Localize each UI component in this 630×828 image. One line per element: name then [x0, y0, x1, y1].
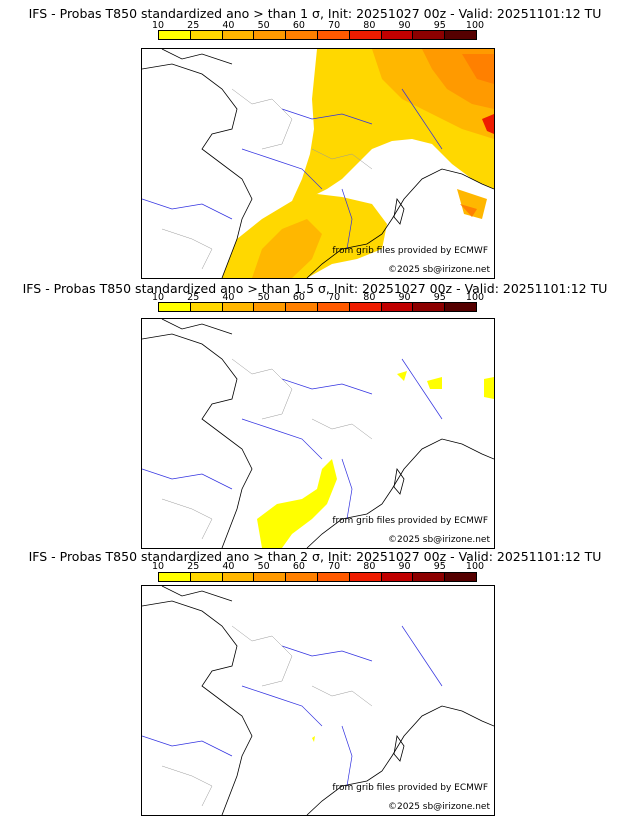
colorbar-segment: [413, 303, 446, 311]
colorbar-tick-label: 10: [151, 561, 165, 572]
colorbar-segment: [445, 31, 476, 39]
probability-map: from grib files provided by ECMWF ©2025 …: [141, 48, 495, 279]
colorbar-tick-label: 100: [465, 20, 485, 31]
colorbar-tick-label: 25: [187, 20, 200, 31]
colorbar-ticks: 10 25 40 50 60 70 80 90 95 100: [152, 292, 484, 303]
map-panel-2sigma: IFS - Probas T850 standardized ano > tha…: [0, 545, 630, 828]
colorbar-segment: [222, 573, 255, 581]
colorbar-segment: [445, 573, 476, 581]
colorbar-tick-label: 100: [465, 292, 485, 303]
colorbar-segment: [317, 303, 350, 311]
colorbar-segment: [381, 303, 414, 311]
colorbar-tick-label: 50: [257, 20, 270, 31]
colorbar-tick-label: 60: [292, 292, 305, 303]
colorbar-segment: [317, 573, 350, 581]
colorbar-tick-label: 60: [292, 20, 305, 31]
map-panel-1sigma: IFS - Probas T850 standardized ano > tha…: [0, 0, 630, 279]
colorbar-segment: [159, 573, 191, 581]
colorbar-segment: [222, 31, 255, 39]
colorbar-segment: [286, 573, 318, 581]
colorbar-segment: [381, 31, 414, 39]
credit-source: from grib files provided by ECMWF: [332, 516, 488, 526]
colorbar-tick-label: 50: [257, 292, 270, 303]
colorbar-segment: [159, 303, 191, 311]
colorbar-segment: [286, 303, 318, 311]
colorbar-tick-label: 70: [328, 20, 341, 31]
colorbar-segment: [286, 31, 318, 39]
colorbar-tick-label: 25: [187, 561, 200, 572]
probability-map: from grib files provided by ECMWF ©2025 …: [141, 585, 495, 816]
colorbar-segment: [413, 31, 446, 39]
colorbar-tick-label: 10: [151, 20, 165, 31]
panel-title: IFS - Probas T850 standardized ano > tha…: [28, 549, 602, 564]
colorbar: [158, 30, 477, 40]
colorbar-tick-label: 90: [398, 561, 411, 572]
colorbar-segment: [381, 573, 414, 581]
colorbar-tick-label: 95: [433, 292, 446, 303]
panel-title: IFS - Probas T850 standardized ano > tha…: [28, 6, 602, 21]
colorbar-tick-label: 10: [151, 292, 165, 303]
colorbar-tick-label: 80: [363, 20, 376, 31]
colorbar-segment: [222, 303, 255, 311]
colorbar-segment: [317, 31, 350, 39]
colorbar-segment: [190, 303, 223, 311]
credit-copyright: ©2025 sb@irizone.net: [388, 802, 490, 812]
colorbar-tick-label: 70: [328, 561, 341, 572]
colorbar-tick-label: 60: [292, 561, 305, 572]
colorbar-segment: [190, 573, 223, 581]
colorbar-tick-label: 25: [187, 292, 200, 303]
colorbar-tick-label: 40: [222, 561, 235, 572]
colorbar-tick-label: 80: [363, 292, 376, 303]
colorbar-segment: [445, 303, 476, 311]
colorbar-segment: [254, 573, 287, 581]
colorbar-tick-label: 40: [222, 292, 235, 303]
colorbar-segment: [349, 303, 382, 311]
map-canvas: [142, 586, 494, 815]
colorbar-segment: [349, 573, 382, 581]
colorbar-tick-label: 90: [398, 292, 411, 303]
colorbar-tick-label: 40: [222, 20, 235, 31]
credit-source: from grib files provided by ECMWF: [332, 783, 488, 793]
colorbar-tick-label: 70: [328, 292, 341, 303]
colorbar-tick-label: 90: [398, 20, 411, 31]
panel-title: IFS - Probas T850 standardized ano > tha…: [22, 281, 608, 296]
map-panel-1-5sigma: IFS - Probas T850 standardized ano > tha…: [0, 275, 630, 549]
colorbar-ticks: 10 25 40 50 60 70 80 90 95 100: [152, 20, 484, 31]
colorbar: [158, 302, 477, 312]
credit-source: from grib files provided by ECMWF: [332, 246, 488, 256]
colorbar-tick-label: 95: [433, 20, 446, 31]
colorbar-ticks: 10 25 40 50 60 70 80 90 95 100: [152, 561, 484, 572]
credit-copyright: ©2025 sb@irizone.net: [388, 535, 490, 545]
colorbar: [158, 572, 477, 582]
map-canvas: [142, 319, 494, 548]
colorbar-tick-label: 50: [257, 561, 270, 572]
colorbar-segment: [349, 31, 382, 39]
colorbar-tick-label: 80: [363, 561, 376, 572]
colorbar-segment: [254, 303, 287, 311]
credit-copyright: ©2025 sb@irizone.net: [388, 265, 490, 275]
colorbar-tick-label: 100: [465, 561, 485, 572]
colorbar-segment: [413, 573, 446, 581]
colorbar-segment: [159, 31, 191, 39]
map-canvas: [142, 49, 494, 278]
colorbar-tick-label: 95: [433, 561, 446, 572]
probability-map: from grib files provided by ECMWF ©2025 …: [141, 318, 495, 549]
colorbar-segment: [254, 31, 287, 39]
colorbar-segment: [190, 31, 223, 39]
